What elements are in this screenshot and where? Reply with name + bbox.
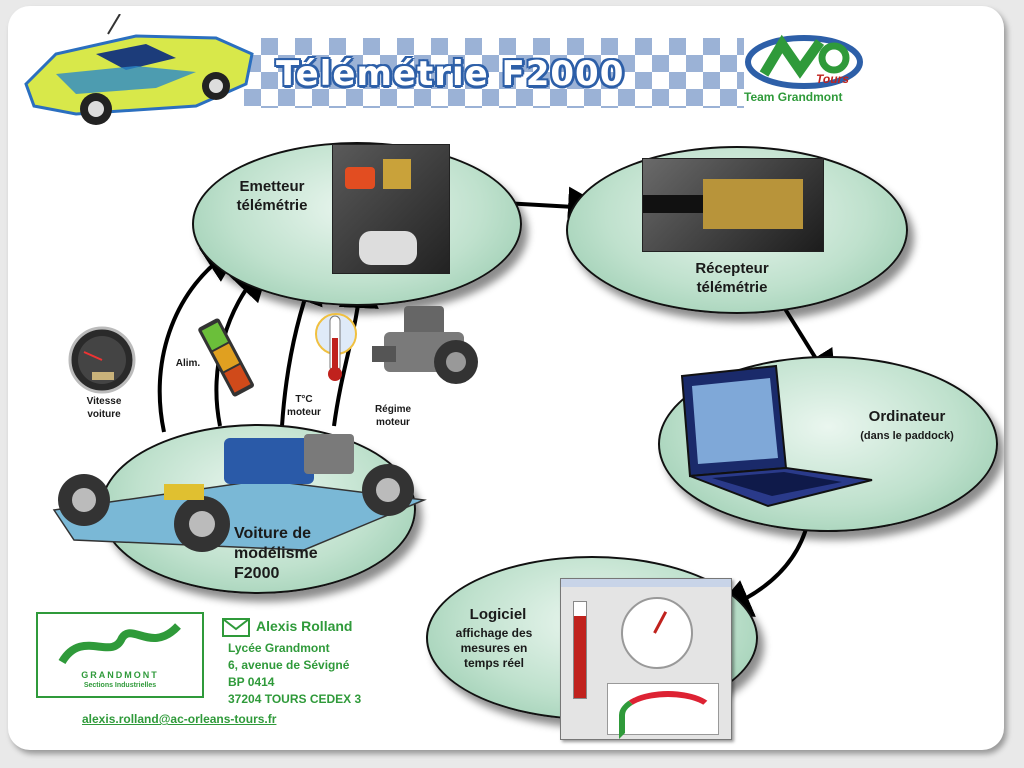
email-link[interactable]: alexis.rolland@ac-orleans-tours.fr: [82, 712, 277, 726]
school-logo-name: GRANDMONT: [81, 670, 159, 680]
envelope-icon: [222, 618, 250, 637]
computer-sublabel: (dans le paddock): [860, 430, 954, 442]
software-title: Logiciel: [469, 606, 527, 623]
laptop-icon: [680, 364, 873, 508]
engine-icon: [372, 306, 478, 384]
battery-icon: [198, 318, 254, 397]
speed-label: Vitesse voiture: [86, 396, 122, 420]
power-label: Alim.: [175, 358, 201, 369]
speedometer-icon: [68, 326, 136, 394]
school-logo: GRANDMONT Sections Industrielles: [36, 612, 204, 698]
rpm-label: Régime moteur: [374, 404, 412, 428]
team-city: Tours: [816, 72, 849, 86]
contact-address: Lycée Grandmont 6, avenue de Sévigné BP …: [228, 640, 361, 708]
slide: Télémétrie F2000 Tours Team Grandmont Em…: [8, 6, 1004, 750]
car-label: Voiture de modélisme F2000: [234, 525, 318, 582]
emitter-photo: [332, 144, 450, 274]
school-logo-icon: [58, 623, 181, 665]
address-line: 6, avenue de Sévigné: [228, 658, 350, 672]
receiver-photo: [642, 158, 824, 252]
temp-label: T°C moteur: [287, 394, 321, 418]
page-title: Télémétrie F2000: [276, 54, 625, 94]
checkered-banner: [244, 38, 744, 108]
address-line: 37204 TOURS CEDEX 3: [228, 692, 362, 706]
address-line: Lycée Grandmont: [228, 641, 330, 655]
arrow-speed: [157, 243, 244, 433]
race-car-image: [24, 14, 254, 125]
software-screenshot: [560, 578, 732, 740]
team-logo-icon: [745, 34, 863, 89]
team-name: Team Grandmont: [744, 90, 843, 104]
contact-name: Alexis Rolland: [256, 618, 353, 634]
arrow-computer-software: [711, 521, 810, 617]
software-desc: affichage des mesures en temps réel: [455, 626, 533, 670]
emitter-label: Emetteur télémétrie: [236, 178, 308, 214]
computer-label: Ordinateur: [868, 408, 946, 425]
address-line: BP 0414: [228, 675, 275, 689]
receiver-label: Récepteur télémétrie: [695, 260, 769, 296]
model-car-image: [52, 434, 427, 552]
school-logo-sub: Sections Industrielles: [83, 682, 157, 689]
thermometer-icon: [315, 313, 357, 381]
